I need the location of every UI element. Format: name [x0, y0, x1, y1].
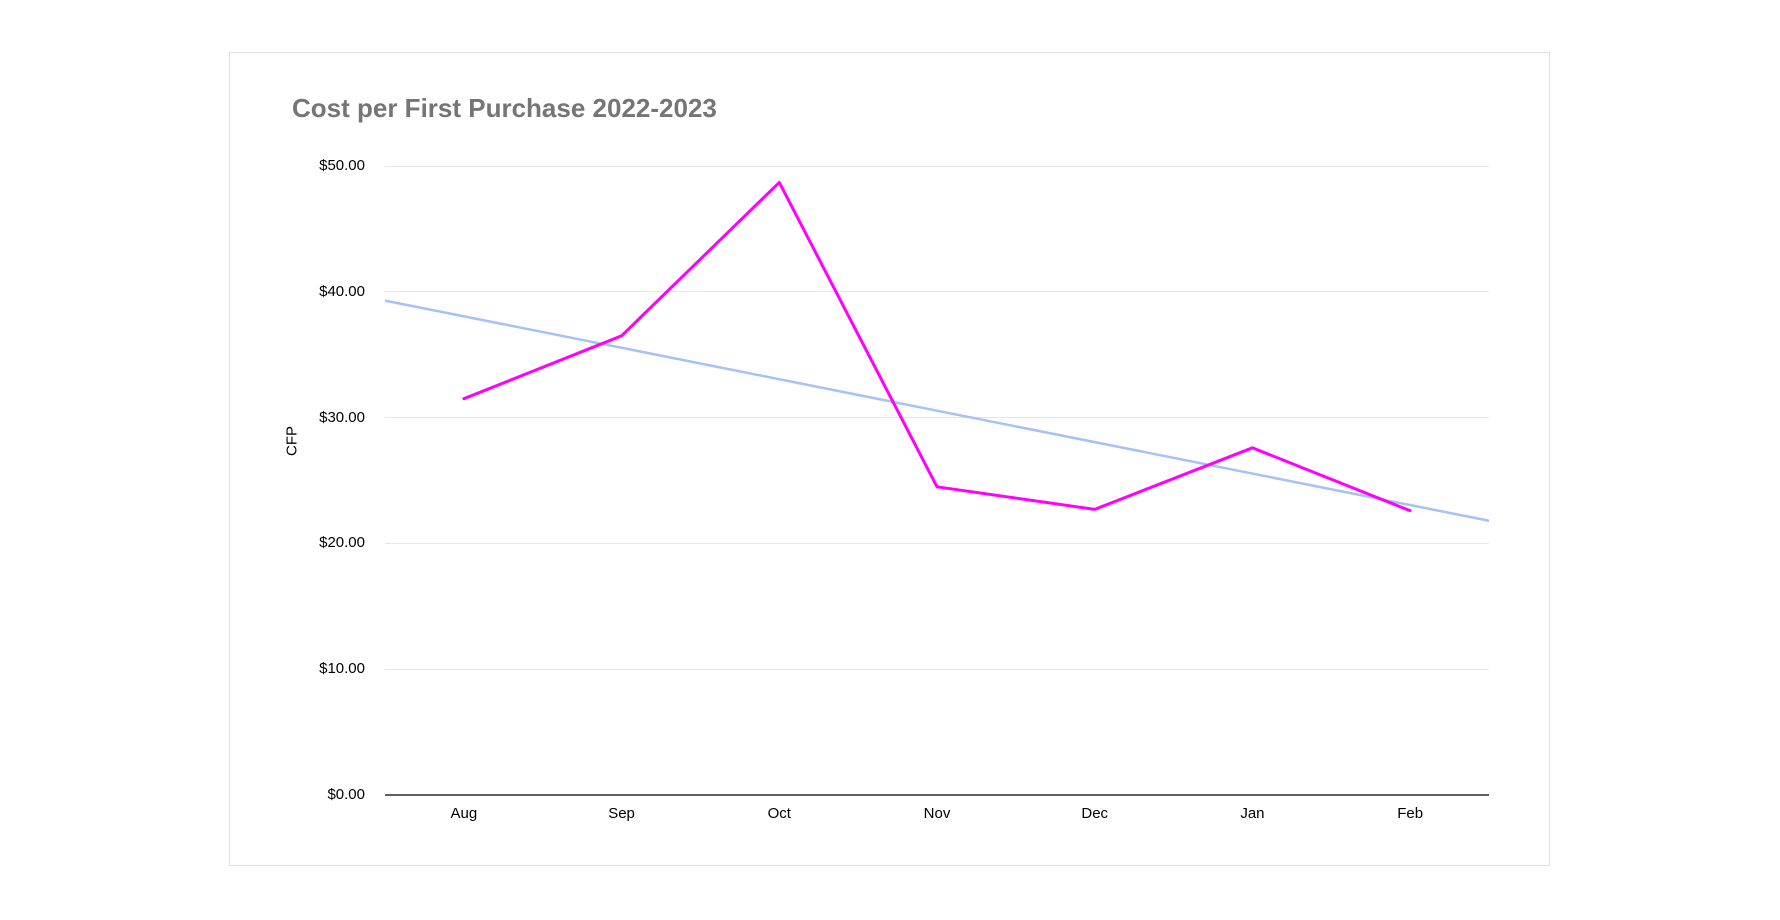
gridline: [385, 668, 1489, 670]
plot-area: [384, 165, 1490, 796]
x-tick-label: Sep: [608, 805, 635, 822]
y-tick-label: $30.00: [319, 408, 365, 426]
x-tick-label: Jan: [1240, 805, 1265, 822]
x-axis-tick-labels: Aug Sep Oct Nov Dec Jan Feb: [385, 805, 1489, 825]
y-tick-label: $40.00: [319, 282, 365, 300]
chart-card[interactable]: Cost per First Purchase 2022-2023 CFP $0…: [229, 52, 1550, 866]
gridline: [385, 291, 1489, 293]
chart-title: Cost per First Purchase 2022-2023: [292, 93, 717, 123]
y-tick-label: $50.00: [319, 157, 365, 174]
y-tick-label: $0.00: [327, 786, 365, 803]
x-tick-label: Aug: [450, 805, 478, 822]
x-axis-line: [385, 794, 1489, 796]
trendline[interactable]: [384, 299, 1490, 522]
x-tick-label: Oct: [767, 805, 791, 822]
y-axis-tick-labels: $0.00 $10.00 $20.00 $30.00 $40.00 $50.00: [230, 158, 375, 803]
x-tick-label: Dec: [1081, 805, 1109, 822]
gridline: [385, 165, 1489, 167]
x-tick-label: Feb: [1397, 805, 1424, 822]
y-tick-label: $20.00: [319, 534, 365, 552]
gridline: [385, 417, 1489, 419]
gridline: [385, 542, 1489, 544]
series-line[interactable]: [462, 180, 1412, 513]
y-tick-label: $10.00: [319, 660, 365, 678]
chart-lines-svg: [384, 180, 1490, 522]
x-tick-label: Nov: [923, 805, 951, 822]
